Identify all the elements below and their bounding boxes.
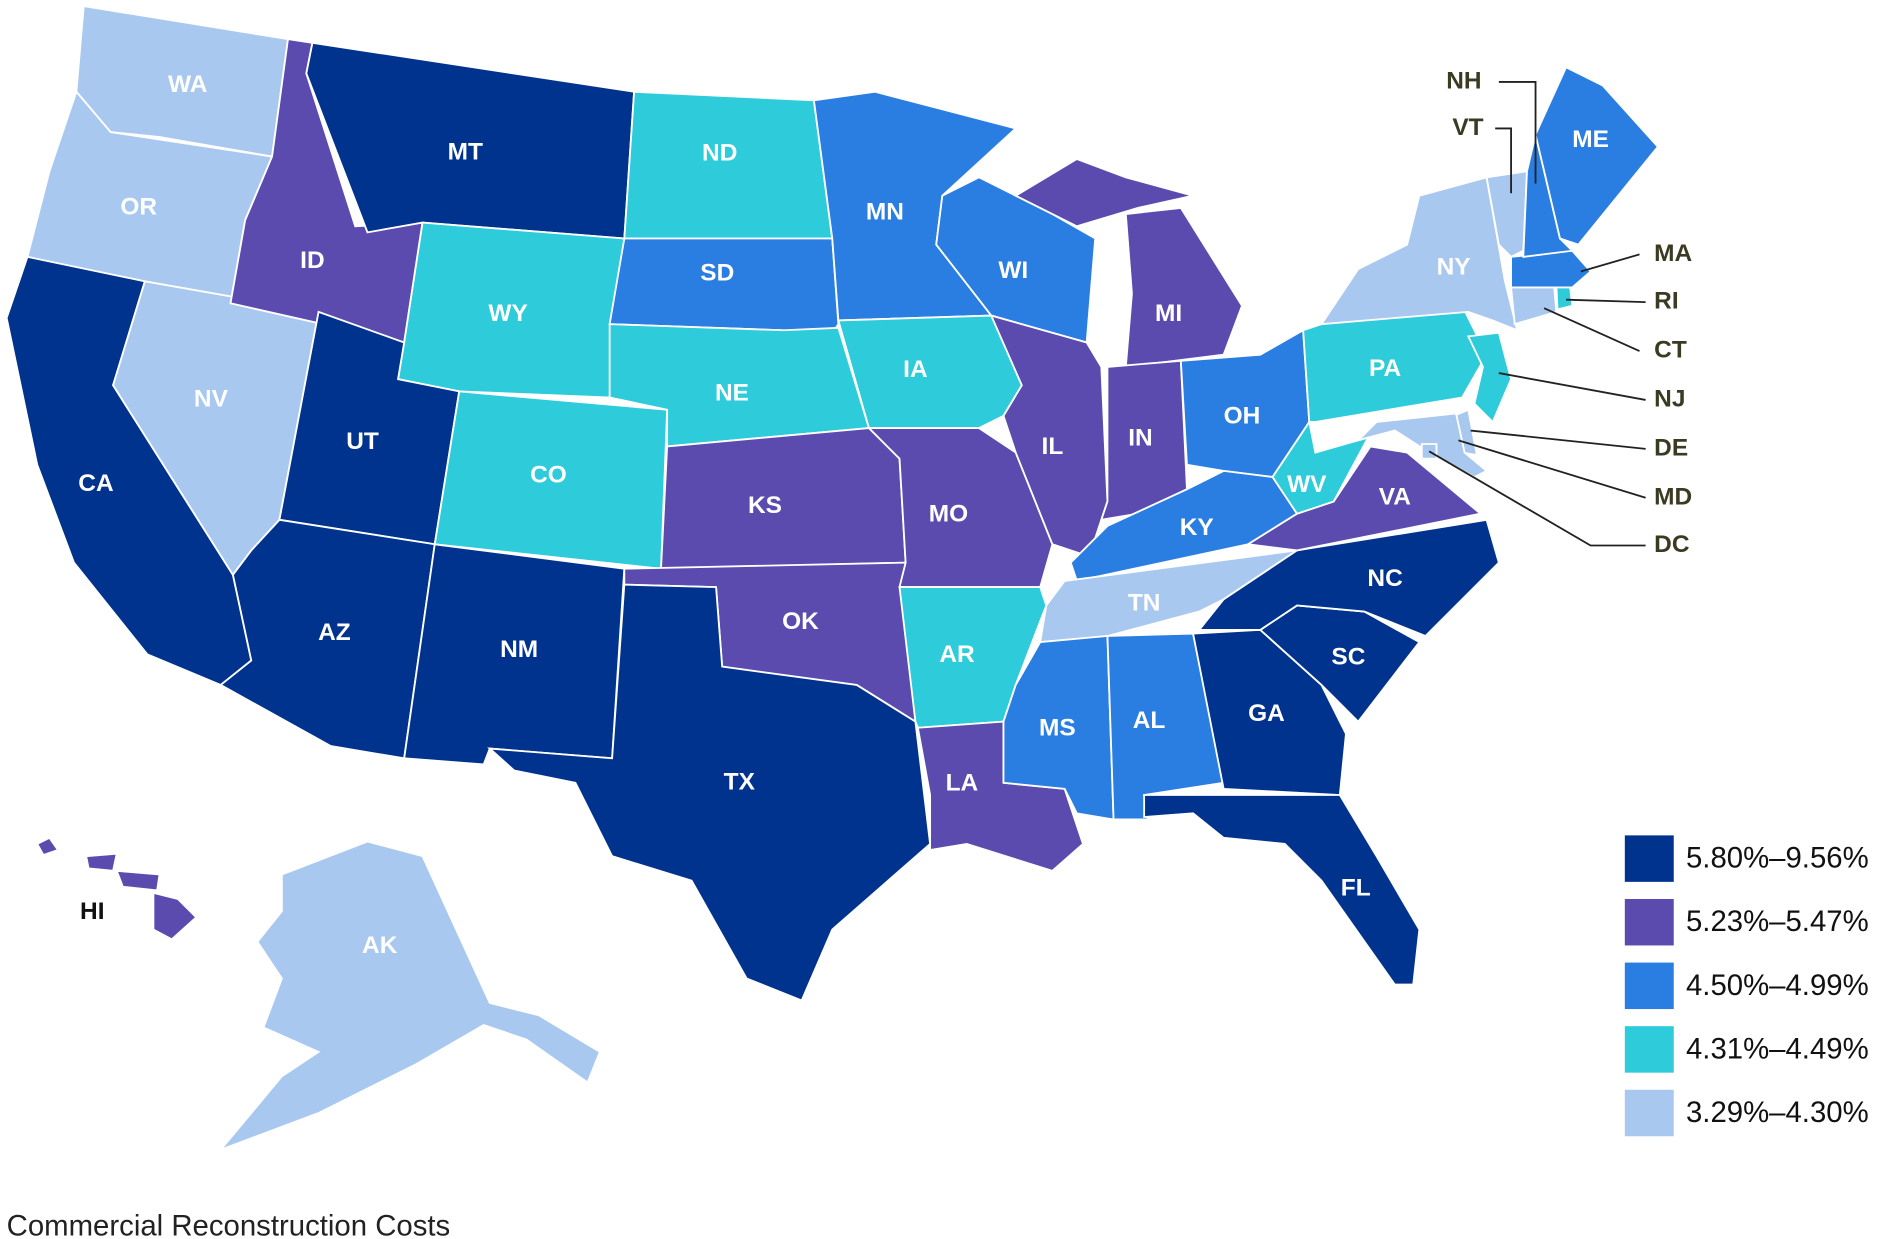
- leader-line: [1498, 81, 1537, 184]
- state-label: TN: [1128, 590, 1161, 617]
- state-label: IL: [1042, 433, 1064, 460]
- state-label: VA: [1379, 483, 1411, 510]
- state-shape: [1013, 157, 1194, 228]
- state-labels: WA OR CA NV ID MT WY UT AZ CO NM ND SD NE KS OK TX MN IA MO…: [78, 67, 1692, 959]
- state-label: KY: [1180, 514, 1214, 541]
- state-label: WI: [998, 257, 1028, 284]
- state-label: AZ: [318, 619, 351, 646]
- leader-line: [1428, 450, 1646, 547]
- state-label: NM: [500, 636, 538, 663]
- state-shape: [217, 840, 602, 1152]
- legend-swatch: [1624, 962, 1674, 1010]
- state-label: OR: [120, 193, 157, 220]
- state-label: NY: [1437, 253, 1471, 280]
- state-label: MA: [1654, 240, 1692, 267]
- states: [5, 5, 1660, 1152]
- state-shape: [35, 836, 60, 857]
- state-label: CO: [530, 461, 567, 488]
- leader-line: [1543, 307, 1640, 352]
- state-shape: [1197, 518, 1500, 638]
- state-shape: [115, 869, 161, 892]
- state-label: NH: [1446, 67, 1481, 94]
- state-shape: [1510, 282, 1558, 326]
- state-label: WY: [488, 300, 527, 327]
- state-shape: [85, 852, 118, 872]
- state-label: MN: [866, 198, 904, 225]
- state-label: NE: [715, 379, 749, 406]
- state-label: KS: [748, 492, 782, 519]
- state-label: UT: [346, 428, 379, 455]
- state-shape: [1466, 331, 1513, 424]
- state-label: IA: [903, 356, 928, 383]
- legend-swatch: [1624, 1026, 1674, 1073]
- state-shape: [1124, 206, 1244, 368]
- state-shape: [837, 314, 1023, 430]
- state-label: CT: [1654, 336, 1687, 363]
- state-label: SC: [1331, 643, 1365, 670]
- state-label: DE: [1654, 434, 1688, 461]
- state-label: ND: [702, 140, 737, 167]
- leader-line: [1495, 127, 1512, 194]
- state-label: TX: [724, 768, 756, 795]
- legend-label: 4.31%–4.49%: [1686, 1032, 1869, 1065]
- state-shape: [1485, 170, 1528, 258]
- legend-label: 4.50%–4.99%: [1686, 969, 1869, 1002]
- leader-line: [1498, 372, 1646, 401]
- state-shape: [660, 427, 907, 570]
- legend: 5.80%–9.56% 5.23%–5.47% 4.50%–4.99% 4.31%–4…: [1624, 835, 1869, 1137]
- state-label: MO: [929, 500, 968, 527]
- legend-swatch: [1624, 835, 1674, 882]
- state-label: MS: [1039, 714, 1076, 741]
- state-label: FL: [1341, 875, 1371, 902]
- state-shape: [1319, 176, 1519, 332]
- state-label: GA: [1248, 700, 1285, 727]
- legend-label: 3.29%–4.30%: [1686, 1096, 1869, 1129]
- state-shape: [152, 891, 198, 941]
- state-label: WA: [168, 71, 208, 98]
- state-label: ID: [300, 247, 324, 274]
- leader-line: [1470, 429, 1646, 450]
- state-shape: [487, 583, 932, 1002]
- state-label: SD: [700, 259, 734, 286]
- state-label: RI: [1654, 288, 1678, 315]
- leader-line: [1566, 298, 1646, 304]
- state-label: VT: [1452, 114, 1483, 141]
- state-label: AR: [939, 641, 975, 668]
- state-label: OK: [782, 608, 819, 635]
- state-shape: [1143, 794, 1421, 986]
- state-label: MT: [448, 138, 483, 165]
- legend-label: 5.23%–5.47%: [1686, 905, 1869, 938]
- state-label: IN: [1128, 425, 1152, 452]
- state-label: NC: [1367, 565, 1402, 592]
- map-title: Commercial Reconstruction Costs: [7, 1210, 451, 1239]
- state-label: MI: [1155, 300, 1182, 327]
- state-label: HI: [80, 898, 104, 925]
- leader-line: [1458, 439, 1646, 499]
- state-label: CA: [78, 470, 114, 497]
- legend-swatch: [1624, 1089, 1674, 1137]
- state-label: WV: [1287, 471, 1327, 498]
- state-label: AL: [1133, 707, 1166, 734]
- state-label: OH: [1224, 403, 1261, 430]
- state-label: MD: [1654, 483, 1692, 510]
- state-shape: [1002, 635, 1115, 821]
- legend-swatch: [1624, 898, 1674, 946]
- state-label: NJ: [1654, 385, 1685, 412]
- legend-label: 5.80%–9.56%: [1686, 842, 1869, 875]
- state-label: NV: [194, 385, 229, 412]
- state-label: DC: [1654, 531, 1689, 558]
- state-label: AK: [362, 932, 398, 959]
- state-shape: [989, 314, 1109, 558]
- state-label: PA: [1369, 355, 1401, 382]
- state-label: ME: [1572, 126, 1609, 153]
- state-label: LA: [946, 769, 979, 796]
- leader-line: [1580, 253, 1640, 273]
- state-shape: [1534, 66, 1660, 246]
